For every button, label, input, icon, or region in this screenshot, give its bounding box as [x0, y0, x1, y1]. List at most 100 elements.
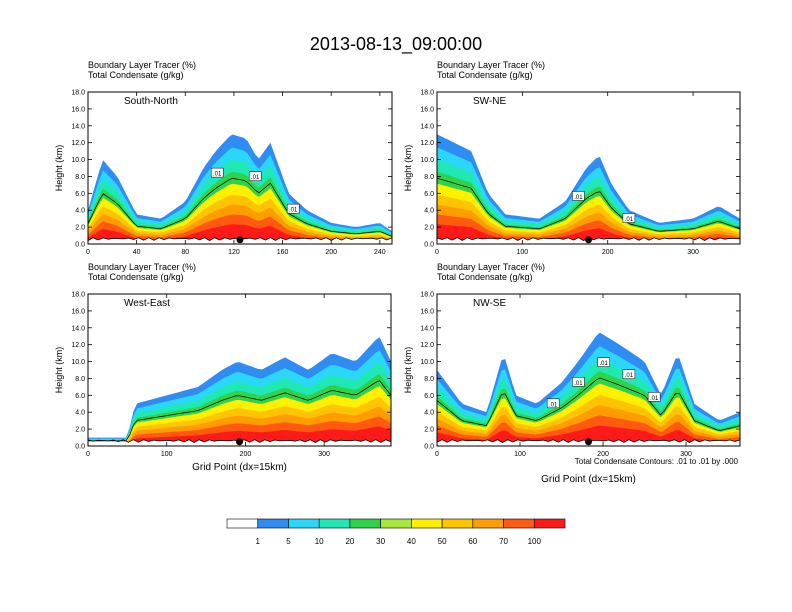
location-marker	[236, 236, 244, 244]
x-tick-label: 200	[325, 249, 337, 256]
y-tick-label: 8.0	[424, 174, 434, 181]
panel-header-line: Boundary Layer Tracer (%)	[437, 60, 545, 70]
colorbar-label: 60	[468, 537, 477, 546]
y-tick-label: 12.0	[71, 140, 85, 147]
colorbar-label: 10	[315, 537, 324, 546]
y-tick-label: 14.0	[420, 325, 434, 332]
x-tick-label: 240	[374, 249, 386, 256]
colorbar-label: 30	[376, 537, 385, 546]
colorbar-label: 5	[286, 537, 291, 546]
colorbar-swatch	[380, 518, 412, 529]
y-tick-label: 12.0	[71, 342, 85, 349]
x-axis-label: Grid Point (dx=15km)	[192, 462, 287, 473]
contour-label: .01	[574, 195, 583, 201]
contour-label: .01	[650, 396, 659, 402]
colorbar-swatch	[318, 518, 351, 529]
contour-label-box	[286, 203, 300, 214]
contour-label-box	[647, 392, 661, 402]
colorbar-swatch	[411, 518, 443, 529]
y-tick-label: 18.0	[71, 90, 85, 97]
y-tick-label: 18.0	[420, 90, 434, 97]
x-tick-label: 0	[435, 451, 439, 458]
y-tick-label: 4.0	[75, 410, 85, 417]
y-tick-label: 4.0	[75, 208, 85, 215]
contour-label-box	[572, 377, 585, 387]
x-tick-label: 160	[277, 249, 289, 256]
y-tick-label: 10.0	[420, 157, 434, 164]
x-tick-label: 100	[517, 249, 529, 256]
x-tick-label: 120	[228, 249, 240, 256]
y-tick-label: 0.0	[75, 444, 85, 451]
y-tick-label: 18.0	[420, 292, 434, 299]
colorbar-swatch	[226, 518, 259, 529]
contour-label-box	[622, 369, 636, 379]
x-tick-label: 0	[435, 249, 439, 256]
y-tick-label: 14.0	[420, 123, 434, 130]
colorbar-swatch	[441, 518, 474, 529]
colorbar: 1 5 10 20 30 40 50 60 70 100	[226, 518, 566, 546]
y-tick-label: 10.0	[71, 157, 85, 164]
panel-label: NW-SE	[473, 298, 506, 309]
x-tick-label: 300	[318, 451, 330, 458]
panel-header-line: Total Condensate (g/kg)	[437, 272, 533, 282]
contour-label: .01	[625, 373, 634, 379]
colorbar-swatch	[257, 518, 289, 529]
plot-frame	[436, 91, 741, 245]
panel-label: West-East	[124, 298, 170, 309]
panel-header-line: Total Condensate (g/kg)	[88, 70, 184, 80]
panel-label: South-North	[124, 96, 178, 107]
y-tick-label: 2.0	[75, 225, 85, 232]
contour-label: .01	[625, 217, 634, 223]
x-tick-label: 200	[597, 451, 609, 458]
y-tick-label: 16.0	[71, 106, 85, 113]
y-tick-label: 8.0	[75, 376, 85, 383]
panel-sw-ne: Boundary Layer Tracer (%)Total Condensat…	[403, 60, 741, 256]
contour-label: .01	[549, 402, 558, 408]
contour-label-box	[622, 213, 636, 223]
x-tick-label: 100	[161, 451, 173, 458]
y-tick-label: 16.0	[71, 308, 85, 315]
colorbar-swatch	[288, 518, 320, 529]
location-marker	[585, 438, 592, 446]
y-tick-label: 10.0	[71, 359, 85, 366]
y-tick-label: 8.0	[75, 174, 85, 181]
y-axis-label: Height (km)	[54, 347, 64, 394]
condensate-contour	[88, 380, 391, 442]
colorbar-label: 100	[528, 537, 542, 546]
y-tick-label: 16.0	[420, 106, 434, 113]
panel-south-north: Boundary Layer Tracer (%)Total Condensat…	[54, 60, 393, 256]
x-tick-label: 200	[240, 451, 252, 458]
colorbar-swatch	[472, 518, 504, 529]
location-marker	[585, 236, 592, 244]
y-tick-label: 10.0	[420, 359, 434, 366]
contour-label-box	[210, 167, 224, 178]
y-tick-label: 2.0	[75, 427, 85, 434]
y-tick-label: 0.0	[424, 242, 434, 249]
x-tick-label: 80	[181, 249, 189, 256]
plot-frame	[436, 293, 741, 447]
contour-label-box	[546, 398, 560, 409]
y-axis-label: Height (km)	[403, 145, 413, 192]
tracer-field: .01 .01 .01 .01 .01	[437, 332, 740, 446]
y-tick-label: 14.0	[71, 325, 85, 332]
condensate-contour	[88, 177, 392, 237]
y-tick-label: 16.0	[420, 308, 434, 315]
colorbar-swatch	[349, 518, 381, 529]
y-tick-label: 0.0	[75, 242, 85, 249]
y-axis-label: Height (km)	[403, 347, 413, 394]
condensate-contour	[437, 377, 740, 431]
y-tick-label: 2.0	[424, 225, 434, 232]
panel-header-line: Boundary Layer Tracer (%)	[88, 60, 196, 70]
plot-frame	[87, 293, 392, 447]
panel-west-east: Boundary Layer Tracer (%)Total Condensat…	[54, 262, 392, 473]
x-tick-label: 0	[86, 249, 90, 256]
x-tick-label: 300	[687, 249, 699, 256]
colorbar-swatch	[533, 518, 566, 529]
panel-header-line: Total Condensate (g/kg)	[88, 272, 184, 282]
panel-nw-se: Boundary Layer Tracer (%)Total Condensat…	[403, 262, 741, 485]
colorbar-label: 20	[345, 537, 354, 546]
y-axis-label: Height (km)	[54, 145, 64, 192]
colorbar-label: 50	[438, 537, 447, 546]
y-tick-label: 18.0	[71, 292, 85, 299]
